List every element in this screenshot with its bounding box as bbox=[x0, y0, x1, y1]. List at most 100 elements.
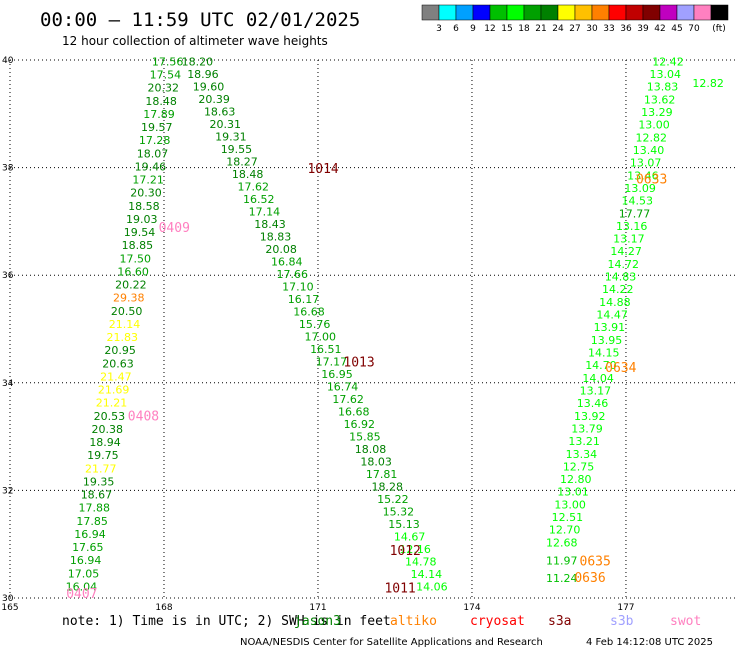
wave-height-value: 16.04 bbox=[66, 580, 98, 593]
colorbar-label: 27 bbox=[569, 24, 580, 34]
wave-height-value: 19.46 bbox=[135, 160, 167, 173]
y-tick-label: 34 bbox=[2, 379, 14, 389]
y-tick-label: 30 bbox=[2, 594, 14, 604]
wave-height-value: 15.13 bbox=[388, 518, 420, 531]
colorbar-label: 12 bbox=[484, 24, 495, 34]
wave-height-value: 18.27 bbox=[226, 155, 258, 168]
wave-height-value: 17.10 bbox=[282, 280, 314, 293]
legend-item-s3b: s3b bbox=[610, 614, 634, 629]
colorbar-swatch bbox=[489, 4, 508, 21]
wave-height-value: 14.04 bbox=[582, 372, 614, 385]
wave-height-value: 21.47 bbox=[100, 370, 132, 383]
wave-height-value: 18.83 bbox=[260, 230, 292, 243]
wave-height-value: 13.62 bbox=[644, 93, 676, 106]
wave-height-value: 20.08 bbox=[265, 243, 297, 256]
colorbar-label: 33 bbox=[603, 24, 614, 34]
colorbar-swatch bbox=[438, 4, 457, 21]
wave-height-value: 16.68 bbox=[293, 305, 325, 318]
y-tick-label: 40 bbox=[2, 56, 14, 66]
wave-height-value: 16.51 bbox=[310, 343, 342, 356]
wave-height-value: 17.85 bbox=[76, 515, 108, 528]
wave-height-value: 20.95 bbox=[104, 344, 136, 357]
colorbar-label: 24 bbox=[552, 24, 564, 34]
wave-height-value: 13.17 bbox=[613, 233, 645, 246]
wave-height-value: 20.39 bbox=[198, 93, 230, 106]
wave-height-value: 20.50 bbox=[111, 305, 143, 318]
legend-item-altiko: altiko bbox=[390, 614, 437, 629]
wave-height-value: 19.35 bbox=[83, 475, 115, 488]
wave-height-value: 17.77 bbox=[619, 207, 651, 220]
wave-height-value: 13.79 bbox=[571, 422, 603, 435]
colorbar-label: 15 bbox=[501, 24, 512, 34]
colorbar-label: 9 bbox=[470, 24, 476, 34]
wave-height-value: 17.89 bbox=[143, 108, 175, 121]
wave-height-value: 16.92 bbox=[344, 418, 376, 431]
wave-height-value: 29.38 bbox=[113, 292, 145, 305]
wave-height-value: 14.72 bbox=[608, 258, 640, 271]
wave-height-value: 18.67 bbox=[81, 489, 113, 502]
wave-height-value: 13.01 bbox=[557, 486, 589, 499]
wave-height-value: 16.60 bbox=[117, 265, 149, 278]
wave-height-value: 14.15 bbox=[588, 346, 620, 359]
wave-height-value: 13.83 bbox=[647, 81, 679, 94]
wave-height-value: 17.28 bbox=[139, 134, 171, 147]
wave-height-value: 11.24 bbox=[546, 572, 578, 585]
wave-height-value: 18.20 bbox=[182, 55, 214, 68]
wave-height-value: 14.83 bbox=[605, 271, 637, 284]
colorbar-swatch bbox=[608, 4, 627, 21]
wave-height-value: 14.27 bbox=[610, 245, 642, 258]
colorbar-label: 39 bbox=[637, 24, 649, 34]
pass-label: 0407 bbox=[66, 587, 97, 602]
wave-height-value: 20.38 bbox=[91, 423, 123, 436]
wave-height-value: 20.63 bbox=[102, 357, 134, 370]
pass-label: 0408 bbox=[128, 409, 159, 424]
colorbar-label: 45 bbox=[671, 24, 682, 34]
wave-height-value: 17.62 bbox=[237, 180, 269, 193]
wave-height-value: 18.03 bbox=[360, 455, 392, 468]
wave-height-value: 16.17 bbox=[288, 293, 320, 306]
wave-height-value: 18.85 bbox=[122, 239, 154, 252]
wave-height-value: 18.07 bbox=[137, 147, 169, 160]
x-tick-label: 174 bbox=[463, 603, 480, 613]
wave-height-value: 21.69 bbox=[98, 384, 130, 397]
wave-height-value: 13.29 bbox=[641, 106, 673, 119]
wave-height-value: 17.05 bbox=[68, 567, 100, 580]
pass-label: 1014 bbox=[307, 162, 338, 177]
colorbar: 3 6 9 12 15 18 21 24 27 30 33 36 39 42 45 70 (ft) bbox=[421, 4, 729, 34]
axis-ticks: 165 168 171 174 177 30 32 34 36 38 40 bbox=[1, 56, 634, 613]
wave-height-value: 12.42 bbox=[652, 55, 684, 68]
wave-height-value: 14.53 bbox=[622, 195, 654, 208]
colorbar-swatch bbox=[659, 4, 678, 21]
wave-height-value: 18.48 bbox=[232, 168, 264, 181]
colorbar-swatch bbox=[574, 4, 593, 21]
y-tick-label: 36 bbox=[2, 271, 14, 281]
wave-height-value: 12.70 bbox=[549, 524, 581, 537]
colorbar-label: 36 bbox=[620, 24, 632, 34]
wave-height-value: 13.00 bbox=[638, 119, 670, 132]
wave-height-value: 18.43 bbox=[254, 218, 286, 231]
wave-height-value: 14.06 bbox=[416, 580, 448, 593]
chart-title: 00:00 — 11:59 UTC 02/01/2025 bbox=[40, 9, 360, 31]
colorbar-label: 42 bbox=[654, 24, 665, 34]
pass-label: 0409 bbox=[159, 221, 190, 236]
wave-height-value: 15.76 bbox=[299, 318, 331, 331]
wave-height-value: 18.94 bbox=[89, 436, 121, 449]
wave-height-value: 15.22 bbox=[377, 493, 409, 506]
wave-height-value: 17.65 bbox=[72, 541, 104, 554]
wave-height-value: 19.57 bbox=[141, 121, 173, 134]
pass-label: 1012 bbox=[390, 544, 421, 559]
y-tick-label: 32 bbox=[2, 486, 13, 496]
legend-item-s3a: s3a bbox=[548, 614, 571, 629]
colorbar-swatch bbox=[625, 4, 644, 21]
wave-height-value: 13.21 bbox=[568, 435, 600, 448]
wave-height-value: 17.62 bbox=[332, 393, 364, 406]
wave-height-value: 12.16 bbox=[399, 543, 431, 556]
wave-height-value: 12.75 bbox=[563, 460, 595, 473]
colorbar-swatch bbox=[557, 4, 576, 21]
wave-height-value: 20.53 bbox=[94, 410, 126, 423]
wave-height-value: 17.66 bbox=[277, 268, 309, 281]
pass-label: 1011 bbox=[384, 582, 415, 597]
pass-label: 0633 bbox=[636, 173, 667, 188]
wave-height-value: 14.88 bbox=[599, 296, 631, 309]
